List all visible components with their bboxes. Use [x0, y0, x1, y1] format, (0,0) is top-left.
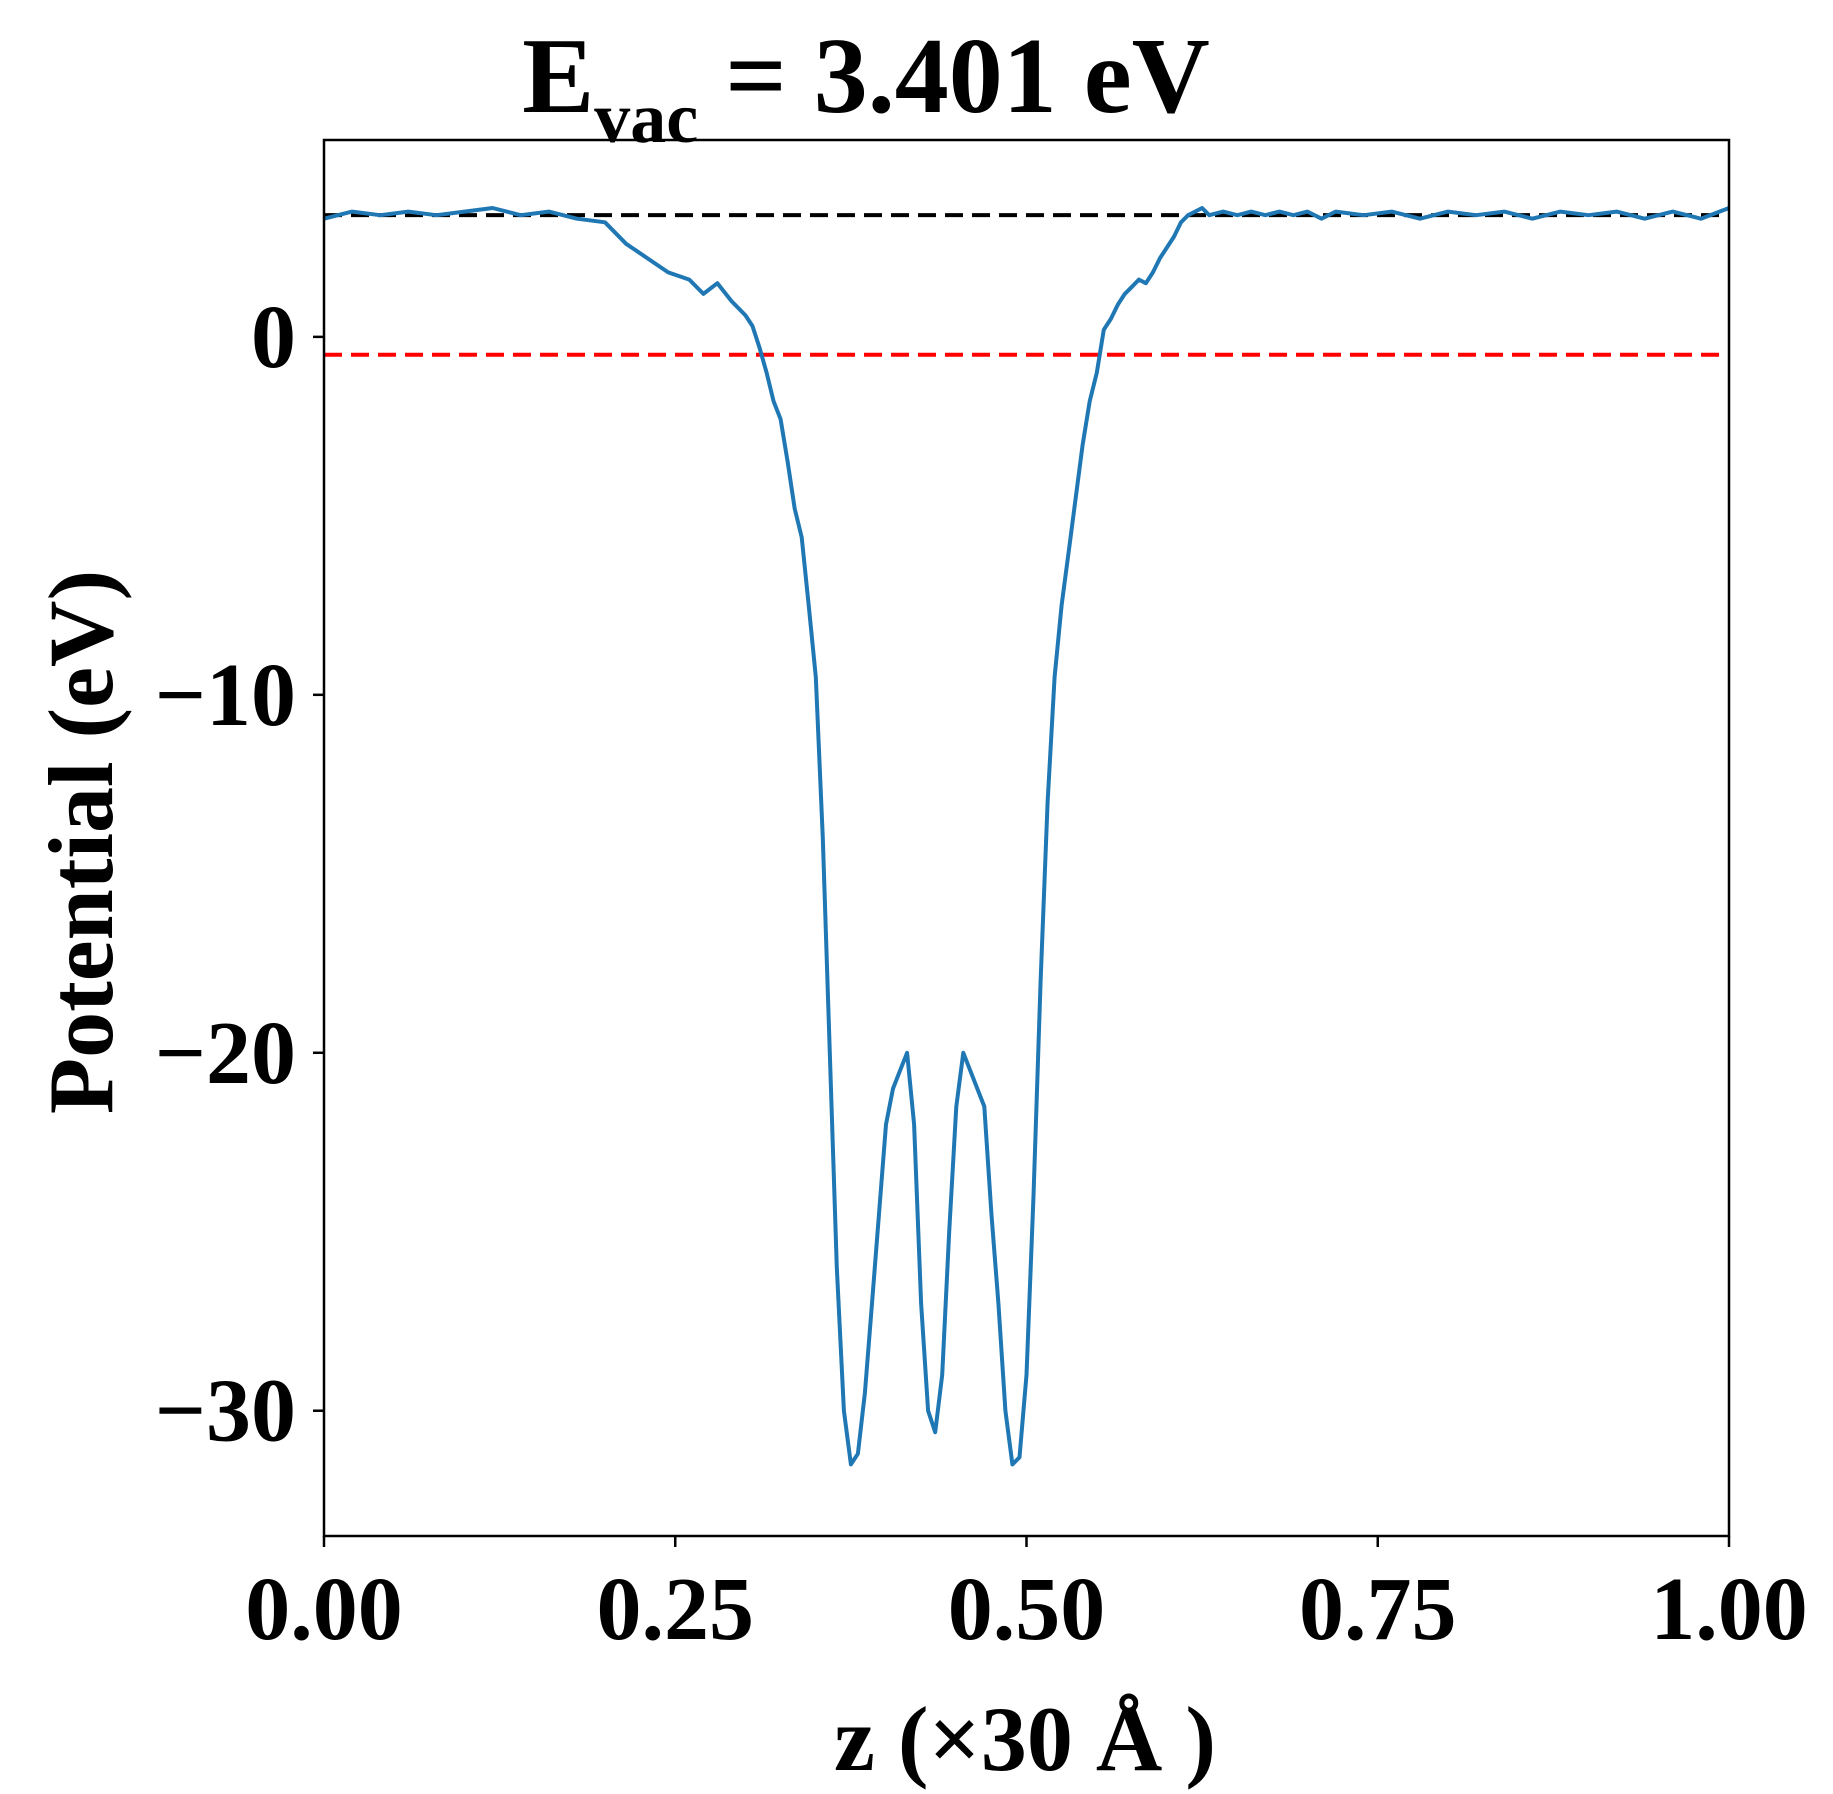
- plot-area: 0.00 0.25 0.50 0.75 1.00 0 −10 −20 −30: [155, 138, 1808, 1659]
- y-tick-label: −10: [155, 646, 296, 745]
- x-tick-label: 0.25: [597, 1560, 755, 1659]
- title-main: E: [522, 17, 594, 136]
- x-tick-label: 0.50: [948, 1560, 1106, 1659]
- x-axis-label: z (×30 Å ): [834, 1688, 1216, 1790]
- x-tick-label: 1.00: [1650, 1560, 1808, 1659]
- chart-title: Evac = 3.401 eV: [522, 17, 1210, 158]
- x-tick-label: 0.75: [1299, 1560, 1457, 1659]
- y-axis-label: Potential (eV): [30, 570, 132, 1114]
- title-subscript: vac: [594, 78, 698, 158]
- title-rest: = 3.401 eV: [698, 17, 1209, 136]
- y-tick-label: 0: [251, 288, 296, 387]
- x-tick-label: 0.00: [245, 1560, 403, 1659]
- series-line-1: [323, 206, 1730, 1467]
- y-tick-label: −30: [155, 1362, 296, 1461]
- y-tick-label: −20: [155, 1004, 296, 1103]
